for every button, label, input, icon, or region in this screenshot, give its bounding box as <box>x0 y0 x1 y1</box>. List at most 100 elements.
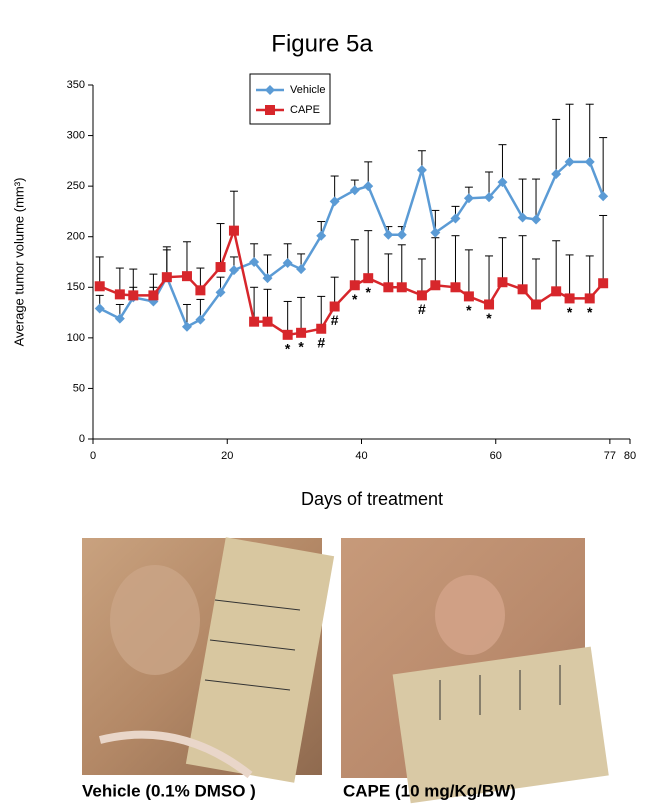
data-point <box>215 262 226 273</box>
error-bar <box>565 254 574 299</box>
error-bar <box>431 237 440 286</box>
data-point <box>598 191 609 202</box>
significance-label: # <box>331 312 339 328</box>
legend-label: Vehicle <box>290 84 325 96</box>
photo-cape <box>341 538 609 804</box>
data-point <box>517 284 528 295</box>
error-bar <box>599 137 608 197</box>
error-bar <box>518 235 527 290</box>
data-point <box>349 280 360 291</box>
data-point <box>148 290 159 301</box>
error-bar <box>565 103 574 162</box>
data-point <box>463 291 474 302</box>
data-point <box>262 316 273 327</box>
data-point <box>195 314 206 325</box>
y-tick-label: 150 <box>67 281 85 293</box>
error-bar <box>498 144 507 183</box>
error-bar <box>182 241 191 277</box>
error-bar <box>532 258 541 305</box>
x-tick-label: 40 <box>355 450 367 462</box>
photo-caption: Vehicle (0.1% DMSO ) <box>82 781 256 800</box>
significance-label: * <box>466 302 472 318</box>
error-bar <box>585 103 594 162</box>
data-point <box>416 164 427 175</box>
error-bar <box>364 230 373 279</box>
data-point <box>114 289 125 300</box>
data-point <box>383 229 394 240</box>
error-bar <box>518 178 527 218</box>
data-point <box>564 156 575 167</box>
data-point <box>484 192 495 203</box>
legend-box <box>249 73 331 125</box>
error-bar <box>552 118 561 175</box>
data-point <box>584 293 595 304</box>
error-bar <box>451 235 460 288</box>
error-bar <box>498 237 507 283</box>
error-bar <box>464 249 473 297</box>
data-point <box>329 301 340 312</box>
data-point <box>517 212 528 223</box>
photo-vehicle <box>82 537 335 783</box>
y-tick-label: 300 <box>67 129 85 141</box>
data-point <box>416 290 427 301</box>
data-point <box>363 273 374 284</box>
data-point <box>161 272 172 283</box>
data-point <box>564 293 575 304</box>
significance-label: * <box>352 291 358 307</box>
data-point <box>249 316 260 327</box>
error-bar <box>599 214 608 284</box>
data-point <box>531 214 542 225</box>
significance-label: * <box>285 341 291 357</box>
significance-label: # <box>317 334 325 350</box>
error-bar <box>552 240 561 292</box>
y-tick-label: 350 <box>67 79 85 91</box>
data-point <box>551 286 562 297</box>
data-point <box>181 271 192 282</box>
y-tick-label: 200 <box>67 231 85 243</box>
y-tick-label: 0 <box>79 433 85 445</box>
data-point <box>228 225 239 236</box>
data-point <box>531 299 542 310</box>
data-point <box>282 329 293 340</box>
data-point <box>94 303 105 314</box>
data-point <box>181 321 192 332</box>
data-point <box>195 285 206 296</box>
data-point <box>249 257 260 267</box>
data-point <box>450 282 461 293</box>
legend-marker <box>265 105 275 115</box>
y-axis-label: Average tumor volume (mm³) <box>11 178 26 347</box>
x-tick-label: 60 <box>490 450 502 462</box>
chart-title: Figure 5a <box>271 30 373 57</box>
data-point <box>497 177 508 188</box>
y-tick-label: 250 <box>67 180 85 192</box>
error-bar <box>485 255 494 305</box>
error-bar <box>585 255 594 299</box>
error-bar <box>263 288 272 322</box>
data-point <box>497 277 508 288</box>
significance-label: * <box>298 339 304 355</box>
error-bar <box>384 253 393 288</box>
data-point <box>296 264 307 275</box>
x-tick-label: 80 <box>624 450 636 462</box>
data-point <box>316 323 327 334</box>
data-point <box>484 299 495 310</box>
plot: 0 50 100 150 200 250 300 350 0 20 40 60 77 80 * * # # * * # *… <box>67 73 636 462</box>
data-point <box>114 313 125 324</box>
data-point <box>598 278 609 289</box>
data-point <box>383 282 394 293</box>
legend-marker <box>265 85 275 95</box>
x-tick-label: 77 <box>604 450 616 462</box>
significance-label: * <box>365 284 371 300</box>
error-bar <box>397 244 406 288</box>
data-point <box>430 280 441 291</box>
data-point <box>228 265 239 276</box>
error-bar <box>350 239 359 286</box>
data-point <box>296 327 307 338</box>
y-tick-label: 50 <box>73 382 85 394</box>
x-tick-label: 20 <box>221 450 233 462</box>
data-point <box>316 230 327 241</box>
data-point <box>450 213 461 224</box>
error-bar <box>216 223 225 268</box>
data-point <box>396 229 407 240</box>
